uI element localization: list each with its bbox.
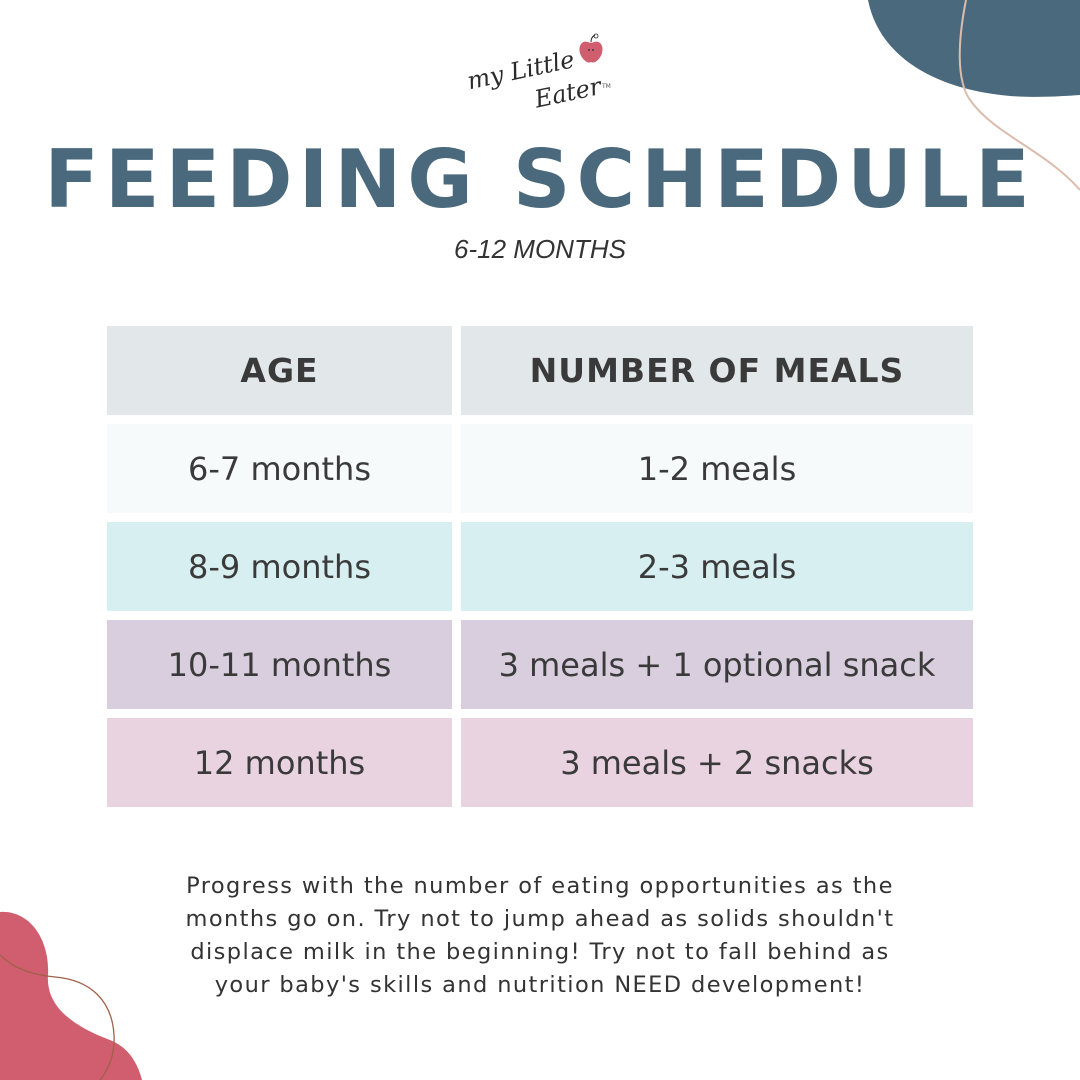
- age-cell: 12 months: [107, 718, 452, 807]
- table-header-row: AGE NUMBER OF MEALS: [107, 326, 973, 415]
- age-cell: 8-9 months: [107, 522, 452, 611]
- page-subtitle: 6-12 MONTHS: [454, 234, 626, 264]
- decorative-blob-top-right: [868, 0, 1080, 191]
- page-title: FEEDING SCHEDULE: [44, 133, 1036, 226]
- meals-cell: 1-2 meals: [461, 424, 973, 513]
- feeding-schedule-table: AGE NUMBER OF MEALS 6-7 months 1-2 meals…: [107, 326, 973, 816]
- table-row: 6-7 months 1-2 meals: [107, 424, 973, 513]
- table-row: 10-11 months 3 meals + 1 optional snack: [107, 620, 973, 709]
- svg-text:TM: TM: [601, 83, 611, 90]
- age-cell: 10-11 months: [107, 620, 452, 709]
- age-cell: 6-7 months: [107, 424, 452, 513]
- logo-graphic: my Little Eater TM: [465, 33, 611, 114]
- brand-logo: my Little Eater TM: [462, 28, 622, 114]
- apple-icon: [579, 33, 603, 63]
- meals-cell: 2-3 meals: [461, 522, 973, 611]
- table-row: 8-9 months 2-3 meals: [107, 522, 973, 611]
- decorative-blob-bottom-left: [0, 911, 142, 1080]
- footnote-text: Progress with the number of eating oppor…: [185, 873, 895, 998]
- meals-cell: 3 meals + 2 snacks: [461, 718, 973, 807]
- table-row: 12 months 3 meals + 2 snacks: [107, 718, 973, 807]
- column-header-meals: NUMBER OF MEALS: [461, 326, 973, 415]
- meals-cell: 3 meals + 1 optional snack: [461, 620, 973, 709]
- column-header-age: AGE: [107, 326, 452, 415]
